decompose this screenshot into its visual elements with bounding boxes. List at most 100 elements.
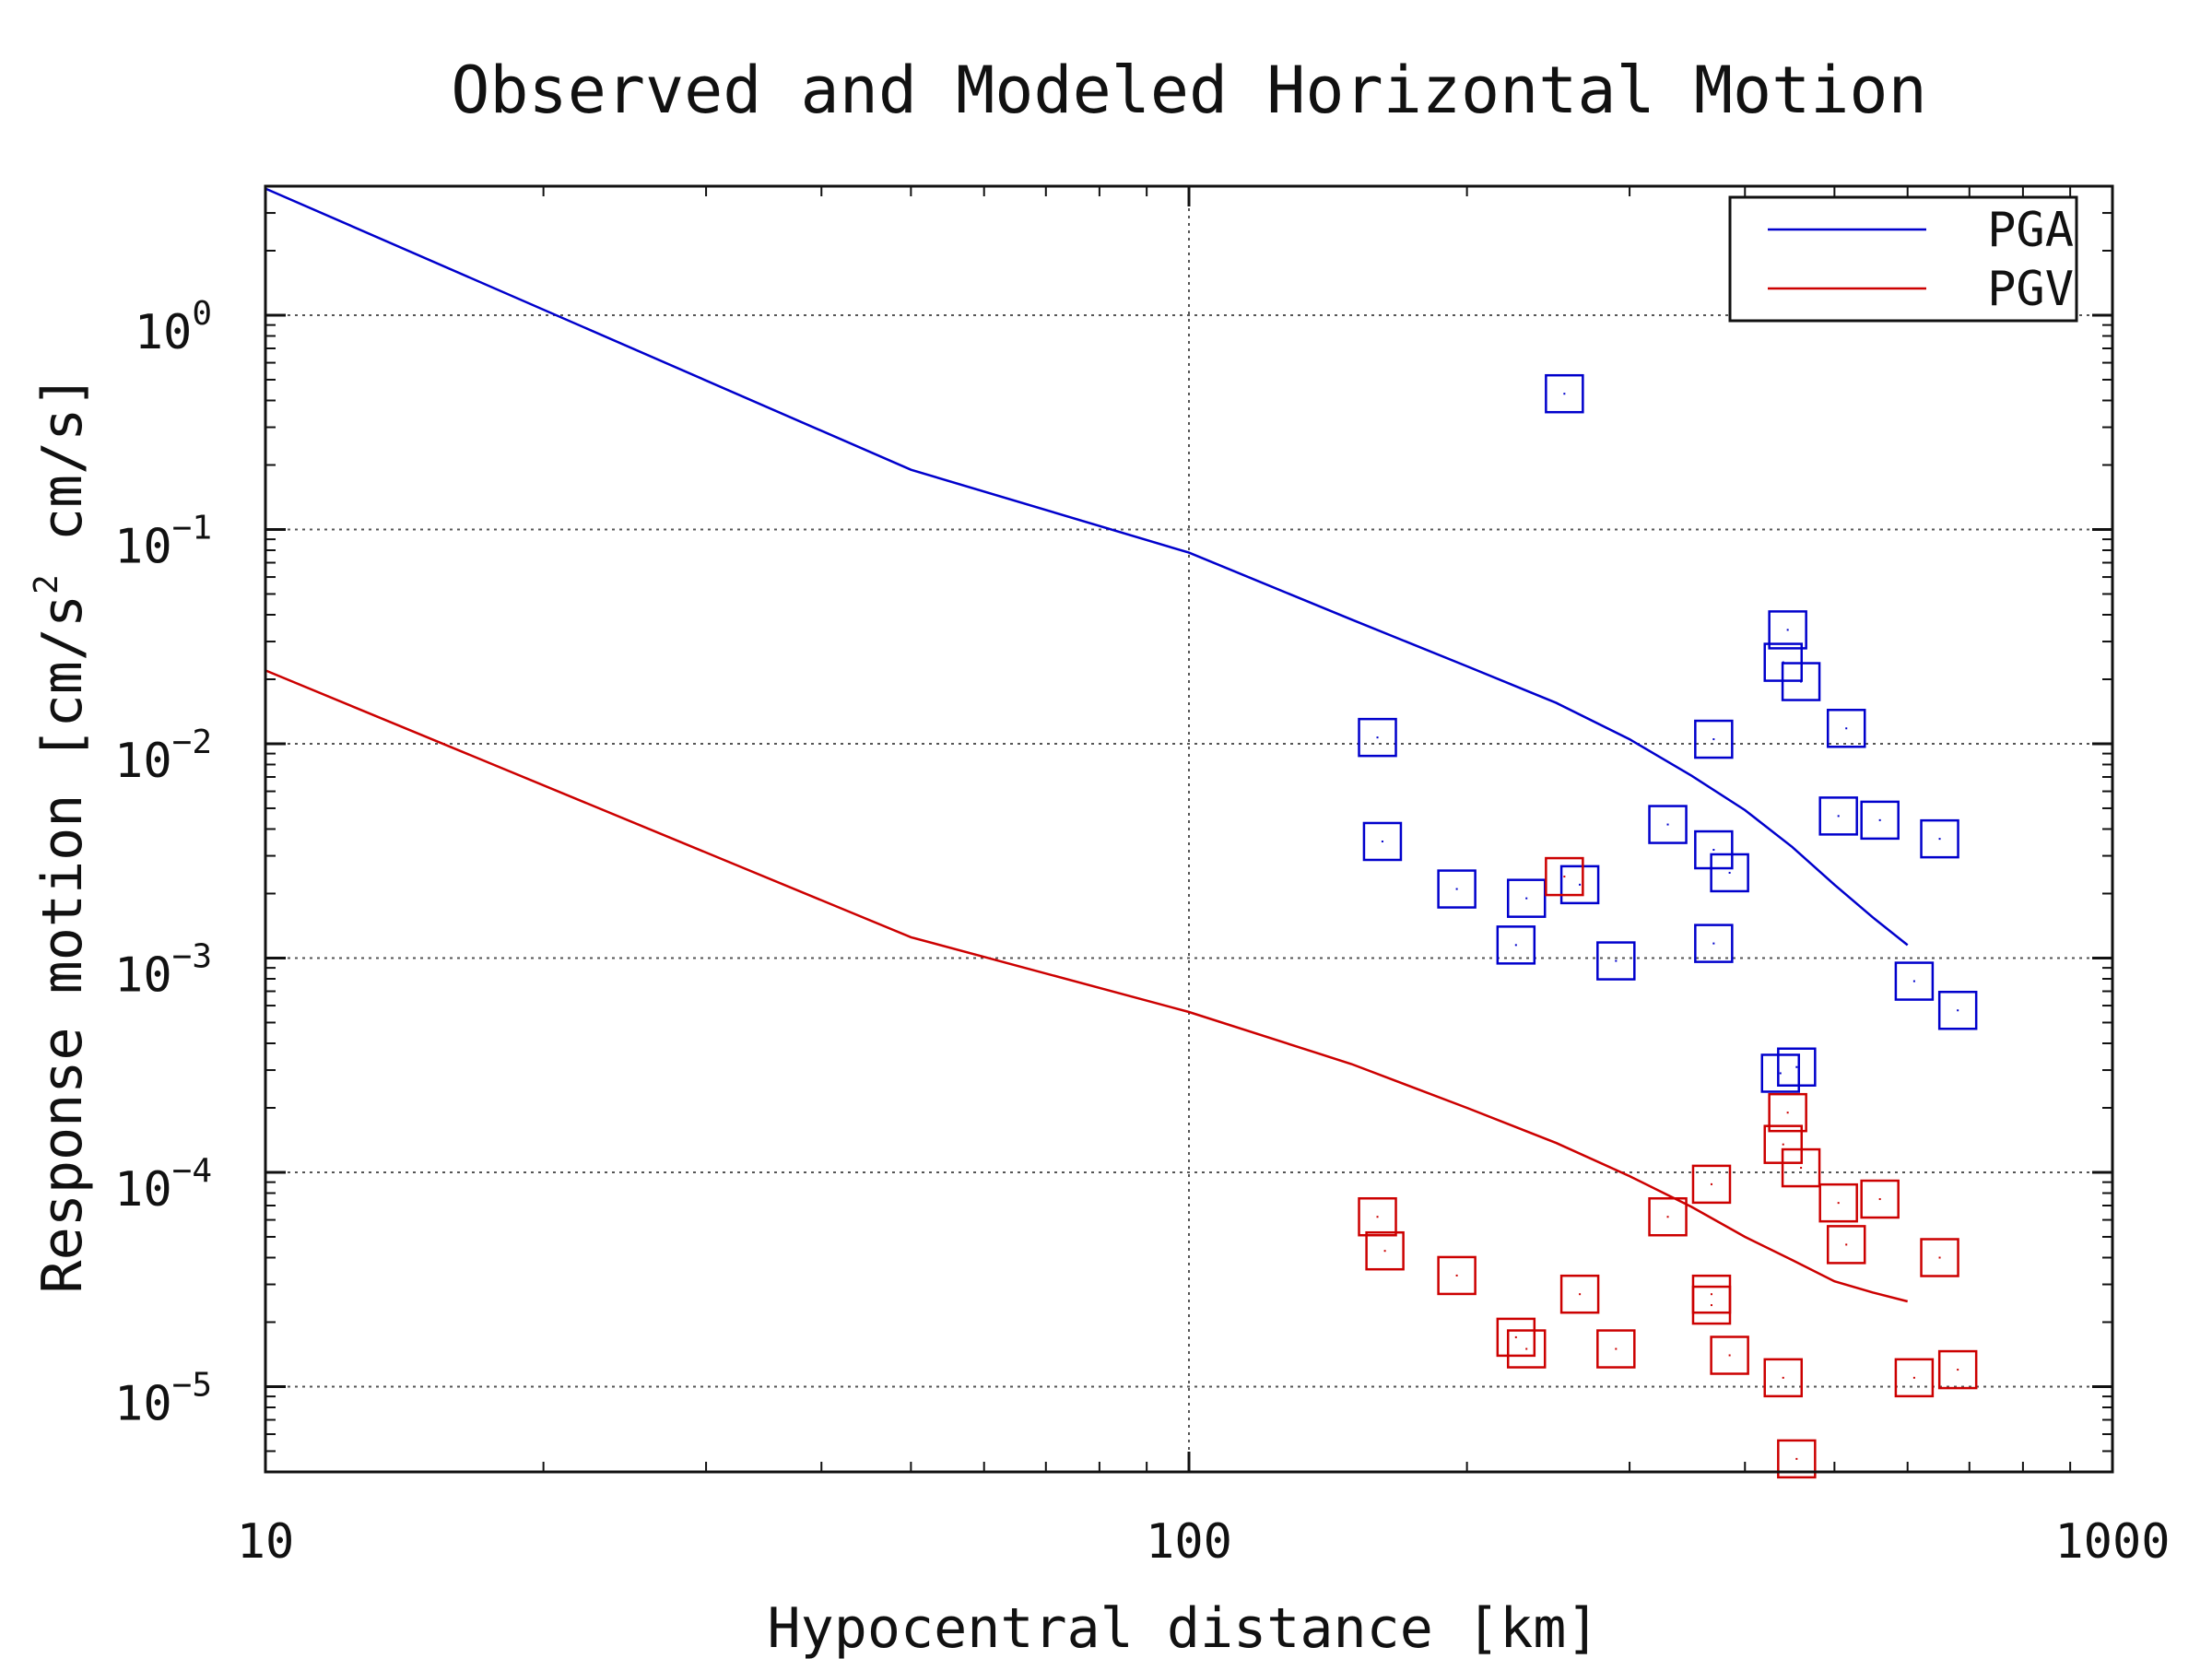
observed-marker-dot [1376, 1216, 1379, 1218]
observed-marker-dot [1579, 1293, 1582, 1296]
observed-marker-dot [1455, 1274, 1458, 1277]
observed-marker [1860, 1179, 1900, 1219]
observed-marker [1937, 1349, 1978, 1390]
pgv-line [265, 669, 1909, 1303]
observed-marker-dot [1878, 1198, 1881, 1201]
observed-marker [1710, 853, 1749, 893]
observed-marker [1596, 1329, 1636, 1369]
observed-marker [1358, 1196, 1397, 1237]
legend-box [1728, 195, 2078, 323]
observed-marker-dot [1786, 1112, 1789, 1114]
observed-marker [1362, 821, 1403, 862]
observed-marker [1818, 796, 1858, 836]
x-axis-label: Hypocentral distance [km] [767, 1596, 1599, 1659]
y-axis-label: Response motion [cm/s2 cm/s] [28, 374, 95, 1293]
observed-marker-dot [1837, 815, 1840, 818]
y-tick-label: 10−4 [114, 1152, 212, 1218]
observed-marker-dot [1782, 1143, 1784, 1146]
observed-marker-dot [1779, 1072, 1782, 1075]
observed-marker-dot [1938, 1256, 1941, 1259]
observed-marker [1506, 878, 1547, 918]
observed-marker-dot [1579, 883, 1582, 886]
observed-marker-dot [1845, 727, 1848, 730]
observed-marker-dot [1514, 1335, 1517, 1338]
observed-marker-dot [1912, 1376, 1915, 1379]
observed-marker-dot [1795, 1065, 1798, 1068]
observed-marker [1694, 719, 1734, 759]
observed-marker [1496, 925, 1536, 965]
observed-marker-dot [1525, 897, 1528, 900]
observed-marker [1777, 1439, 1817, 1479]
y-tick-labels: 100 10−1 10−2 10−3 10−4 10−5 [114, 295, 212, 1432]
observed-marker [1694, 924, 1734, 963]
observed-marker [1920, 818, 1959, 859]
observed-marker-dot [1376, 736, 1379, 739]
observed-marker-dot [1615, 959, 1618, 962]
observed-marker [1691, 1164, 1732, 1205]
observed-marker [1506, 1329, 1547, 1369]
observed-marker-dot [1712, 942, 1715, 945]
x-tick-labels: 10 100 1000 [237, 1514, 2171, 1570]
observed-marker [1648, 1196, 1688, 1237]
observed-marker-dot [1957, 1369, 1959, 1371]
observed-marker [1496, 1317, 1536, 1358]
observed-marker [1691, 1285, 1732, 1325]
observed-marker-dot [1666, 823, 1669, 826]
y-tick-label: 10−5 [114, 1366, 212, 1431]
chart-title: Observed and Modeled Horizontal Motion [451, 53, 1926, 128]
observed-marker-dot [1712, 738, 1715, 741]
observed-marker [1860, 800, 1900, 841]
observed-marker-dot [1712, 849, 1715, 852]
observed-marker [1559, 865, 1600, 905]
observed-marker [1437, 869, 1477, 909]
observed-marker-dot [1786, 629, 1789, 631]
y-axis-label-suffix: cm/s] [30, 374, 95, 574]
observed-marker-dot [1912, 980, 1915, 982]
observed-marker [1596, 941, 1636, 981]
observed-marker [1365, 1230, 1405, 1271]
y-tick-label: 100 [135, 295, 212, 360]
observed-marker-dot [1666, 1216, 1669, 1218]
observed-marker-dot [1795, 1457, 1798, 1460]
gridlines [265, 186, 2112, 1472]
y-tick-label: 10−2 [114, 724, 212, 789]
observed-marker [1777, 1047, 1817, 1087]
series-lines [265, 187, 1909, 1303]
legend-label: PGA [1987, 203, 2074, 258]
observed-marker-dot [1563, 876, 1566, 878]
pga-line [265, 187, 1909, 947]
observed-marker-dot [1957, 1009, 1959, 1012]
observed-marker-dot [1514, 944, 1517, 947]
observed-marker [1826, 709, 1866, 748]
observed-marker [1920, 1238, 1959, 1277]
observed-marker-dot [1383, 1250, 1386, 1253]
plot-frame [264, 184, 2114, 1474]
observed-marker-dot [1710, 1182, 1712, 1185]
observed-marker-dot [1381, 840, 1383, 842]
data-markers [1358, 373, 1978, 1479]
observed-marker [1818, 1182, 1858, 1223]
observed-marker-dot [1800, 1167, 1803, 1170]
observed-marker [1826, 1225, 1866, 1265]
observed-marker [1768, 1092, 1807, 1133]
observed-marker-dot [1728, 1354, 1731, 1357]
observed-marker-dot [1800, 680, 1803, 683]
observed-marker [1545, 856, 1584, 897]
y-axis-label-prefix: Response motion [cm/s [30, 594, 95, 1294]
observed-marker [1559, 1274, 1600, 1314]
observed-marker-dot [1878, 818, 1881, 821]
observed-marker-dot [1938, 838, 1941, 841]
observed-marker [1545, 373, 1584, 414]
observed-marker-dot [1455, 888, 1458, 890]
x-tick-label: 100 [1146, 1514, 1232, 1570]
observed-marker-dot [1728, 871, 1731, 874]
observed-marker-dot [1710, 1304, 1712, 1307]
observed-marker-dot [1710, 1293, 1712, 1296]
y-axis-label-sup: 2 [28, 574, 65, 594]
observed-marker [1694, 830, 1734, 870]
y-tick-label: 10−3 [114, 937, 212, 1003]
x-tick-label: 1000 [2054, 1514, 2170, 1570]
observed-marker [1763, 1358, 1803, 1398]
